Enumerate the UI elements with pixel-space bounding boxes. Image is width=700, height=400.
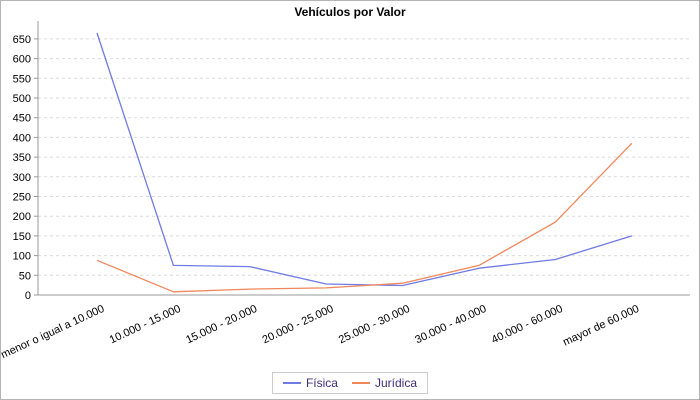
chart-title: Vehículos por Valor (294, 5, 406, 19)
y-tick-label: 200 (13, 211, 31, 223)
x-tick-label: 10.000 - 15.000 (108, 303, 183, 346)
legend-item: Física (282, 376, 338, 390)
x-tick-label: mayor de 60.000 (561, 303, 641, 349)
x-tick-label: 25.000 - 30.000 (337, 303, 412, 346)
y-tick-label: 600 (13, 54, 31, 66)
x-tick-label: menor o igual a 10.000 (1, 303, 106, 361)
y-tick-label: 400 (13, 132, 31, 144)
y-tick-label: 300 (13, 172, 31, 184)
legend-swatch (282, 382, 301, 384)
legend: Física Jurídica (271, 372, 429, 394)
y-tick-label: 100 (13, 251, 31, 263)
y-tick-label: 250 (13, 192, 31, 204)
legend-label: Física (305, 376, 338, 390)
x-tick-label: 30.000 - 40.000 (413, 303, 488, 346)
x-tick-label: 40.000 - 60.000 (490, 303, 565, 346)
legend-label: Jurídica (374, 376, 418, 390)
y-tick-label: 350 (13, 152, 31, 164)
y-tick-label: 0 (25, 290, 31, 302)
legend-swatch (351, 382, 370, 384)
series-line-jurídica (96, 142, 633, 293)
y-tick-label: 650 (13, 34, 31, 46)
y-tick-label: 150 (13, 231, 31, 243)
series-line-física (96, 32, 632, 287)
x-tick-label: 20.000 - 25.000 (261, 303, 336, 346)
legend-item: Jurídica (351, 376, 418, 390)
y-tick-label: 550 (13, 73, 31, 85)
y-tick-label: 50 (19, 270, 31, 282)
x-tick-label: 15.000 - 20.000 (184, 303, 259, 346)
y-tick-label: 450 (13, 113, 31, 125)
y-tick-label: 500 (13, 93, 31, 105)
